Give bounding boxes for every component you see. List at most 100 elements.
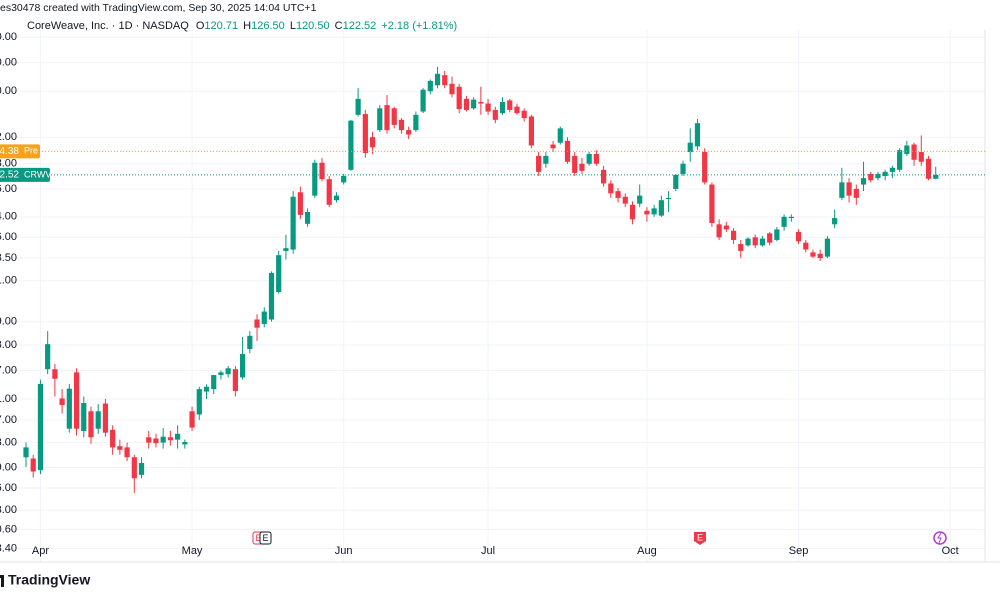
candle-body (189, 411, 195, 428)
x-tick-label: May (182, 545, 203, 557)
grid (0, 30, 985, 562)
y-tick-label: 170.00 (0, 85, 17, 97)
candle-body (434, 73, 441, 86)
candle-body (586, 153, 592, 164)
candle-body (110, 429, 116, 448)
candle-body (680, 163, 686, 174)
open-label: O (196, 20, 205, 32)
candle-body (131, 457, 137, 479)
candles (23, 66, 939, 494)
candle-body (341, 176, 347, 183)
candle-body (557, 128, 563, 143)
y-tick-label: 210.00 (0, 31, 17, 43)
candle-body (572, 155, 578, 173)
brand[interactable]: TradingView (0, 572, 90, 588)
candle-body (658, 200, 664, 216)
candle-body (651, 208, 657, 215)
candle-body (839, 182, 845, 198)
candle-body (304, 211, 311, 224)
candle-body (846, 182, 852, 196)
candle-body (95, 411, 101, 429)
candle-body (268, 272, 275, 320)
candle-body (377, 108, 383, 131)
y-tick-label: 28.40 (0, 543, 17, 555)
candle-body (759, 238, 766, 246)
candle-body (882, 171, 888, 177)
candle-body (45, 344, 51, 370)
candle-body (536, 155, 542, 172)
candle-body (860, 178, 867, 185)
candle-body (897, 150, 903, 170)
candle-body (889, 167, 895, 172)
x-tick-label: Sep (789, 545, 809, 557)
candle-body (297, 192, 303, 215)
candle-body (290, 196, 296, 250)
candle-body (319, 162, 325, 180)
candle-body (167, 437, 173, 441)
brand-name: TradingView (8, 572, 90, 588)
y-tick-label: 30.60 (0, 523, 17, 535)
dividend-icon[interactable] (933, 531, 947, 545)
y-tick-label: 88.50 (0, 252, 17, 264)
candle-body (30, 458, 36, 472)
candle-body (817, 253, 823, 259)
candle-body (709, 184, 715, 224)
candle-body (774, 229, 780, 240)
last-price-value: 122.52 (0, 170, 19, 181)
candle-body (471, 99, 477, 109)
candle-body (240, 354, 246, 378)
candle-body (702, 152, 708, 183)
candle-body (521, 110, 527, 119)
candle-body (175, 433, 181, 440)
candle-body (485, 103, 491, 112)
candle-body (615, 191, 621, 198)
candle-body (810, 252, 816, 257)
candle-body (124, 447, 130, 458)
candle-body (218, 372, 224, 376)
candle-body (853, 188, 859, 198)
candle-body (543, 155, 549, 164)
candle-body (478, 101, 484, 104)
low-value: 120.50 (296, 20, 330, 32)
candle-body (232, 369, 238, 392)
x-tick-label: Jul (481, 545, 495, 557)
candle-body (514, 106, 520, 114)
candle-body (52, 369, 58, 379)
candle-body (153, 438, 159, 444)
high-value: 126.50 (251, 20, 285, 32)
candle-body (918, 152, 924, 162)
candle-body (160, 436, 166, 443)
candle-body (904, 145, 910, 154)
candle-body (326, 179, 332, 205)
event-badge[interactable]: E (694, 532, 706, 545)
change: +2.18 (+1.81%) (381, 20, 457, 32)
candle-body (333, 195, 340, 201)
candle-body (745, 238, 751, 246)
candle-body (925, 158, 932, 179)
candle-body (312, 162, 318, 196)
y-tick-label: 128.00 (0, 158, 17, 170)
premarket-label: Pre (24, 146, 38, 156)
candle-body (767, 233, 773, 243)
candle-body (637, 195, 643, 204)
candle-body (182, 441, 188, 445)
y-tick-label: 57.00 (0, 364, 17, 376)
candle-body (687, 142, 693, 153)
candle-body (694, 123, 701, 147)
y-tick-label: 36.00 (0, 482, 17, 494)
x-tick-label: Oct (942, 545, 959, 557)
candle-body (622, 196, 628, 204)
event-badge[interactable]: E (259, 531, 272, 545)
y-tick-label: 51.00 (0, 393, 17, 405)
y-tick-label: 63.00 (0, 339, 17, 351)
premarket-value: 134.38 (0, 146, 19, 157)
y-tick-label: 96.00 (0, 231, 17, 243)
symbol-title: CoreWeave, Inc. · 1D · NASDAQ (27, 20, 189, 32)
candle-body (88, 411, 94, 438)
candle-body (499, 101, 506, 114)
candle-body (348, 120, 354, 170)
candle-body (738, 244, 744, 251)
candle-body (463, 98, 470, 110)
candle-body (665, 197, 672, 200)
